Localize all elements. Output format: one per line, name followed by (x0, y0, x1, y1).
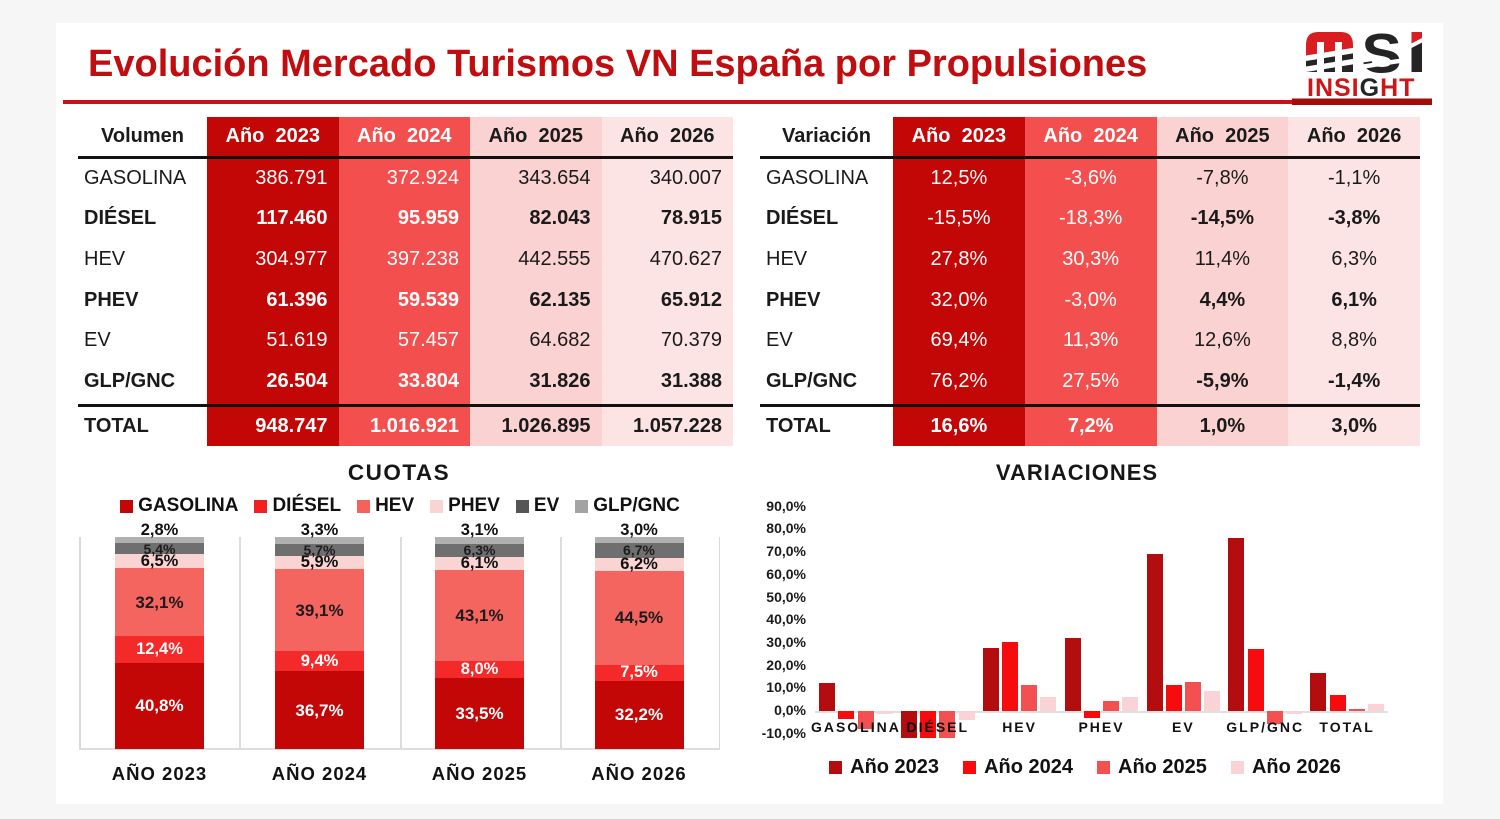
svg-text:INSIGHT: INSIGHT (1307, 74, 1415, 102)
svg-text:S: S (1362, 23, 1402, 85)
